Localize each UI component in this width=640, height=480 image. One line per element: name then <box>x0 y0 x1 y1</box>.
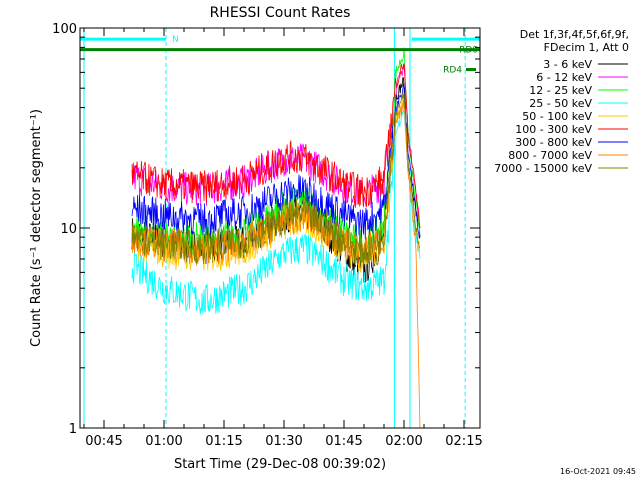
series-line <box>131 104 421 315</box>
series-line <box>131 83 421 240</box>
x-tick-label: 01:30 <box>265 434 302 449</box>
x-tick-label: 01:45 <box>325 434 362 449</box>
y-tick-label: 100 <box>52 22 77 37</box>
legend-entry-label: 3 - 6 keV <box>543 58 592 71</box>
legend-entry-label: 25 - 50 keV <box>529 97 592 110</box>
x-tick-label: 01:15 <box>205 434 242 449</box>
flag-bars: N RD0 RD4 <box>80 35 480 76</box>
flag-label: RD0 <box>459 46 478 56</box>
y-tick-label: 1 <box>69 422 77 437</box>
x-tick-label: 01:00 <box>145 434 182 449</box>
y-axis-label: Count Rate (s⁻¹ detector segment⁻¹) <box>29 109 44 347</box>
flag-label: N <box>172 35 179 45</box>
legend-entry-label: 6 - 12 keV <box>536 71 592 84</box>
legend-entry-label: 12 - 25 keV <box>529 84 592 97</box>
x-tick-label: 02:15 <box>445 434 482 449</box>
x-tick-label: 02:00 <box>385 434 422 449</box>
x-tick-label: 00:45 <box>85 434 122 449</box>
legend-header-line: Det 1f,3f,4f,5f,6f,9f, <box>520 28 629 41</box>
legend-header-line: FDecim 1, Att 0 <box>544 41 629 54</box>
legend: Det 1f,3f,4f,5f,6f,9f,FDecim 1, Att 0 3 -… <box>494 28 629 175</box>
flag-label: RD4 <box>443 66 462 76</box>
series-line <box>131 63 421 229</box>
legend-entry-label: 100 - 300 keV <box>515 123 592 136</box>
series-lines <box>131 47 421 429</box>
legend-entry-label: 800 - 7000 keV <box>508 149 592 162</box>
x-axis-label: Start Time (29-Dec-08 00:39:02) <box>174 457 386 472</box>
y-tick-label: 10 <box>60 222 77 237</box>
footer-timestamp: 16-Oct-2021 09:45 <box>560 467 636 476</box>
axes: 00:45 01:00 01:15 01:30 01:45 02:00 02:15 1 10 10… <box>52 22 483 449</box>
legend-entry-label: 7000 - 15000 keV <box>494 162 592 175</box>
series-line <box>131 92 421 266</box>
chart-title: RHESSI Count Rates <box>210 5 351 21</box>
legend-entry-label: 50 - 100 keV <box>522 110 592 123</box>
legend-entry-label: 300 - 800 keV <box>515 136 592 149</box>
